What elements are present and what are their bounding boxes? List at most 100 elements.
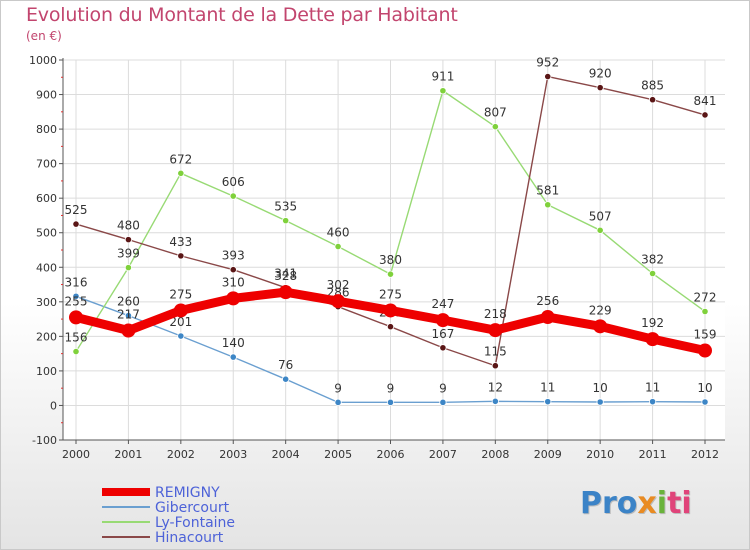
data-label: 581 xyxy=(536,184,559,198)
data-point xyxy=(282,375,290,383)
data-point xyxy=(386,270,395,278)
legend-label: REMIGNY xyxy=(155,485,220,501)
x-tick-label: 2002 xyxy=(167,448,195,461)
chart-title: Evolution du Montant de la Dette par Hab… xyxy=(26,4,458,26)
y-tick-label: 0 xyxy=(50,399,57,412)
data-point xyxy=(701,398,709,406)
data-point xyxy=(439,344,447,352)
legend-label: Hinacourt xyxy=(155,530,224,546)
logo-part-1: Pro xyxy=(580,486,638,521)
data-label: 672 xyxy=(169,152,192,166)
data-point xyxy=(383,303,398,318)
data-point xyxy=(72,292,80,300)
data-point xyxy=(491,123,499,131)
data-point xyxy=(698,343,712,358)
data-point xyxy=(435,313,450,328)
y-tick-label: 1000 xyxy=(29,54,57,67)
y-tick-label: 800 xyxy=(36,123,57,136)
x-tick-label: 2009 xyxy=(534,448,562,461)
y-tick-label: 200 xyxy=(36,330,57,343)
x-tick-label: 2004 xyxy=(272,448,300,461)
data-label: 192 xyxy=(641,316,664,330)
data-label: 480 xyxy=(117,219,140,233)
data-point xyxy=(72,220,80,228)
data-point xyxy=(334,398,342,406)
data-label: 393 xyxy=(222,249,245,263)
data-label: 382 xyxy=(641,252,664,266)
data-label: 433 xyxy=(169,235,192,249)
x-tick-label: 2003 xyxy=(219,448,247,461)
data-label: 10 xyxy=(593,381,608,395)
data-label: 807 xyxy=(484,106,507,120)
data-label: 328 xyxy=(274,269,297,283)
data-label: 316 xyxy=(65,275,88,289)
data-point xyxy=(121,323,136,338)
data-point xyxy=(596,398,604,406)
data-label: 260 xyxy=(117,295,140,309)
data-point xyxy=(491,362,499,370)
proxiti-logo: Proxiti xyxy=(580,486,692,521)
data-label: 229 xyxy=(589,303,612,317)
data-point xyxy=(282,217,290,225)
data-label: 256 xyxy=(536,294,559,308)
data-label: 9 xyxy=(334,381,342,395)
data-label: 380 xyxy=(379,253,402,267)
data-label: 507 xyxy=(589,209,612,223)
logo-part-3: i xyxy=(656,486,668,521)
data-point xyxy=(701,307,709,316)
data-label: 460 xyxy=(327,226,350,240)
legend-label: Gibercourt xyxy=(155,500,230,516)
data-label: 9 xyxy=(439,381,447,395)
data-point xyxy=(439,398,447,406)
data-label: 11 xyxy=(645,381,660,395)
x-tick-label: 2007 xyxy=(429,448,457,461)
data-point xyxy=(491,397,499,405)
data-label: 310 xyxy=(222,275,245,289)
y-tick-label: 600 xyxy=(36,192,57,205)
y-tick-label: 500 xyxy=(36,227,57,240)
data-point xyxy=(124,312,133,320)
data-point xyxy=(69,310,83,325)
data-point xyxy=(124,264,133,272)
data-label: 952 xyxy=(536,56,559,70)
data-label: 302 xyxy=(327,278,350,292)
data-label: 535 xyxy=(274,200,297,214)
x-tick-label: 2001 xyxy=(114,448,142,461)
y-tick-label: 900 xyxy=(36,89,57,102)
data-label: 920 xyxy=(589,67,612,81)
data-point xyxy=(177,332,185,340)
data-point xyxy=(488,323,503,338)
data-label: 11 xyxy=(540,381,555,395)
data-label: 140 xyxy=(222,336,245,350)
chart-subtitle: (en €) xyxy=(26,29,62,43)
data-label: 525 xyxy=(65,203,88,217)
data-label: 10 xyxy=(697,381,712,395)
data-point xyxy=(645,332,660,347)
data-point xyxy=(334,242,342,251)
data-label: 76 xyxy=(278,358,293,372)
data-label: 275 xyxy=(379,287,402,301)
x-tick-label: 2010 xyxy=(586,448,614,461)
y-tick-label: 700 xyxy=(36,158,57,171)
data-point xyxy=(124,236,133,244)
data-label: 272 xyxy=(694,290,717,304)
data-point xyxy=(544,72,552,81)
plot-area xyxy=(63,60,725,440)
y-tick-label: 300 xyxy=(36,296,57,309)
x-tick-label: 2012 xyxy=(691,448,719,461)
data-point xyxy=(177,169,185,177)
data-point xyxy=(331,294,346,309)
x-tick-label: 2005 xyxy=(324,448,352,461)
data-point xyxy=(596,84,604,92)
data-point xyxy=(177,252,185,260)
data-label: 606 xyxy=(222,175,245,189)
data-point xyxy=(229,266,237,274)
data-label: 9 xyxy=(387,381,395,395)
data-label: 911 xyxy=(431,70,454,84)
data-point xyxy=(229,192,237,200)
x-tick-label: 2011 xyxy=(639,448,667,461)
data-point xyxy=(648,269,657,278)
x-tick-label: 2006 xyxy=(377,448,405,461)
data-label: 275 xyxy=(169,287,192,301)
